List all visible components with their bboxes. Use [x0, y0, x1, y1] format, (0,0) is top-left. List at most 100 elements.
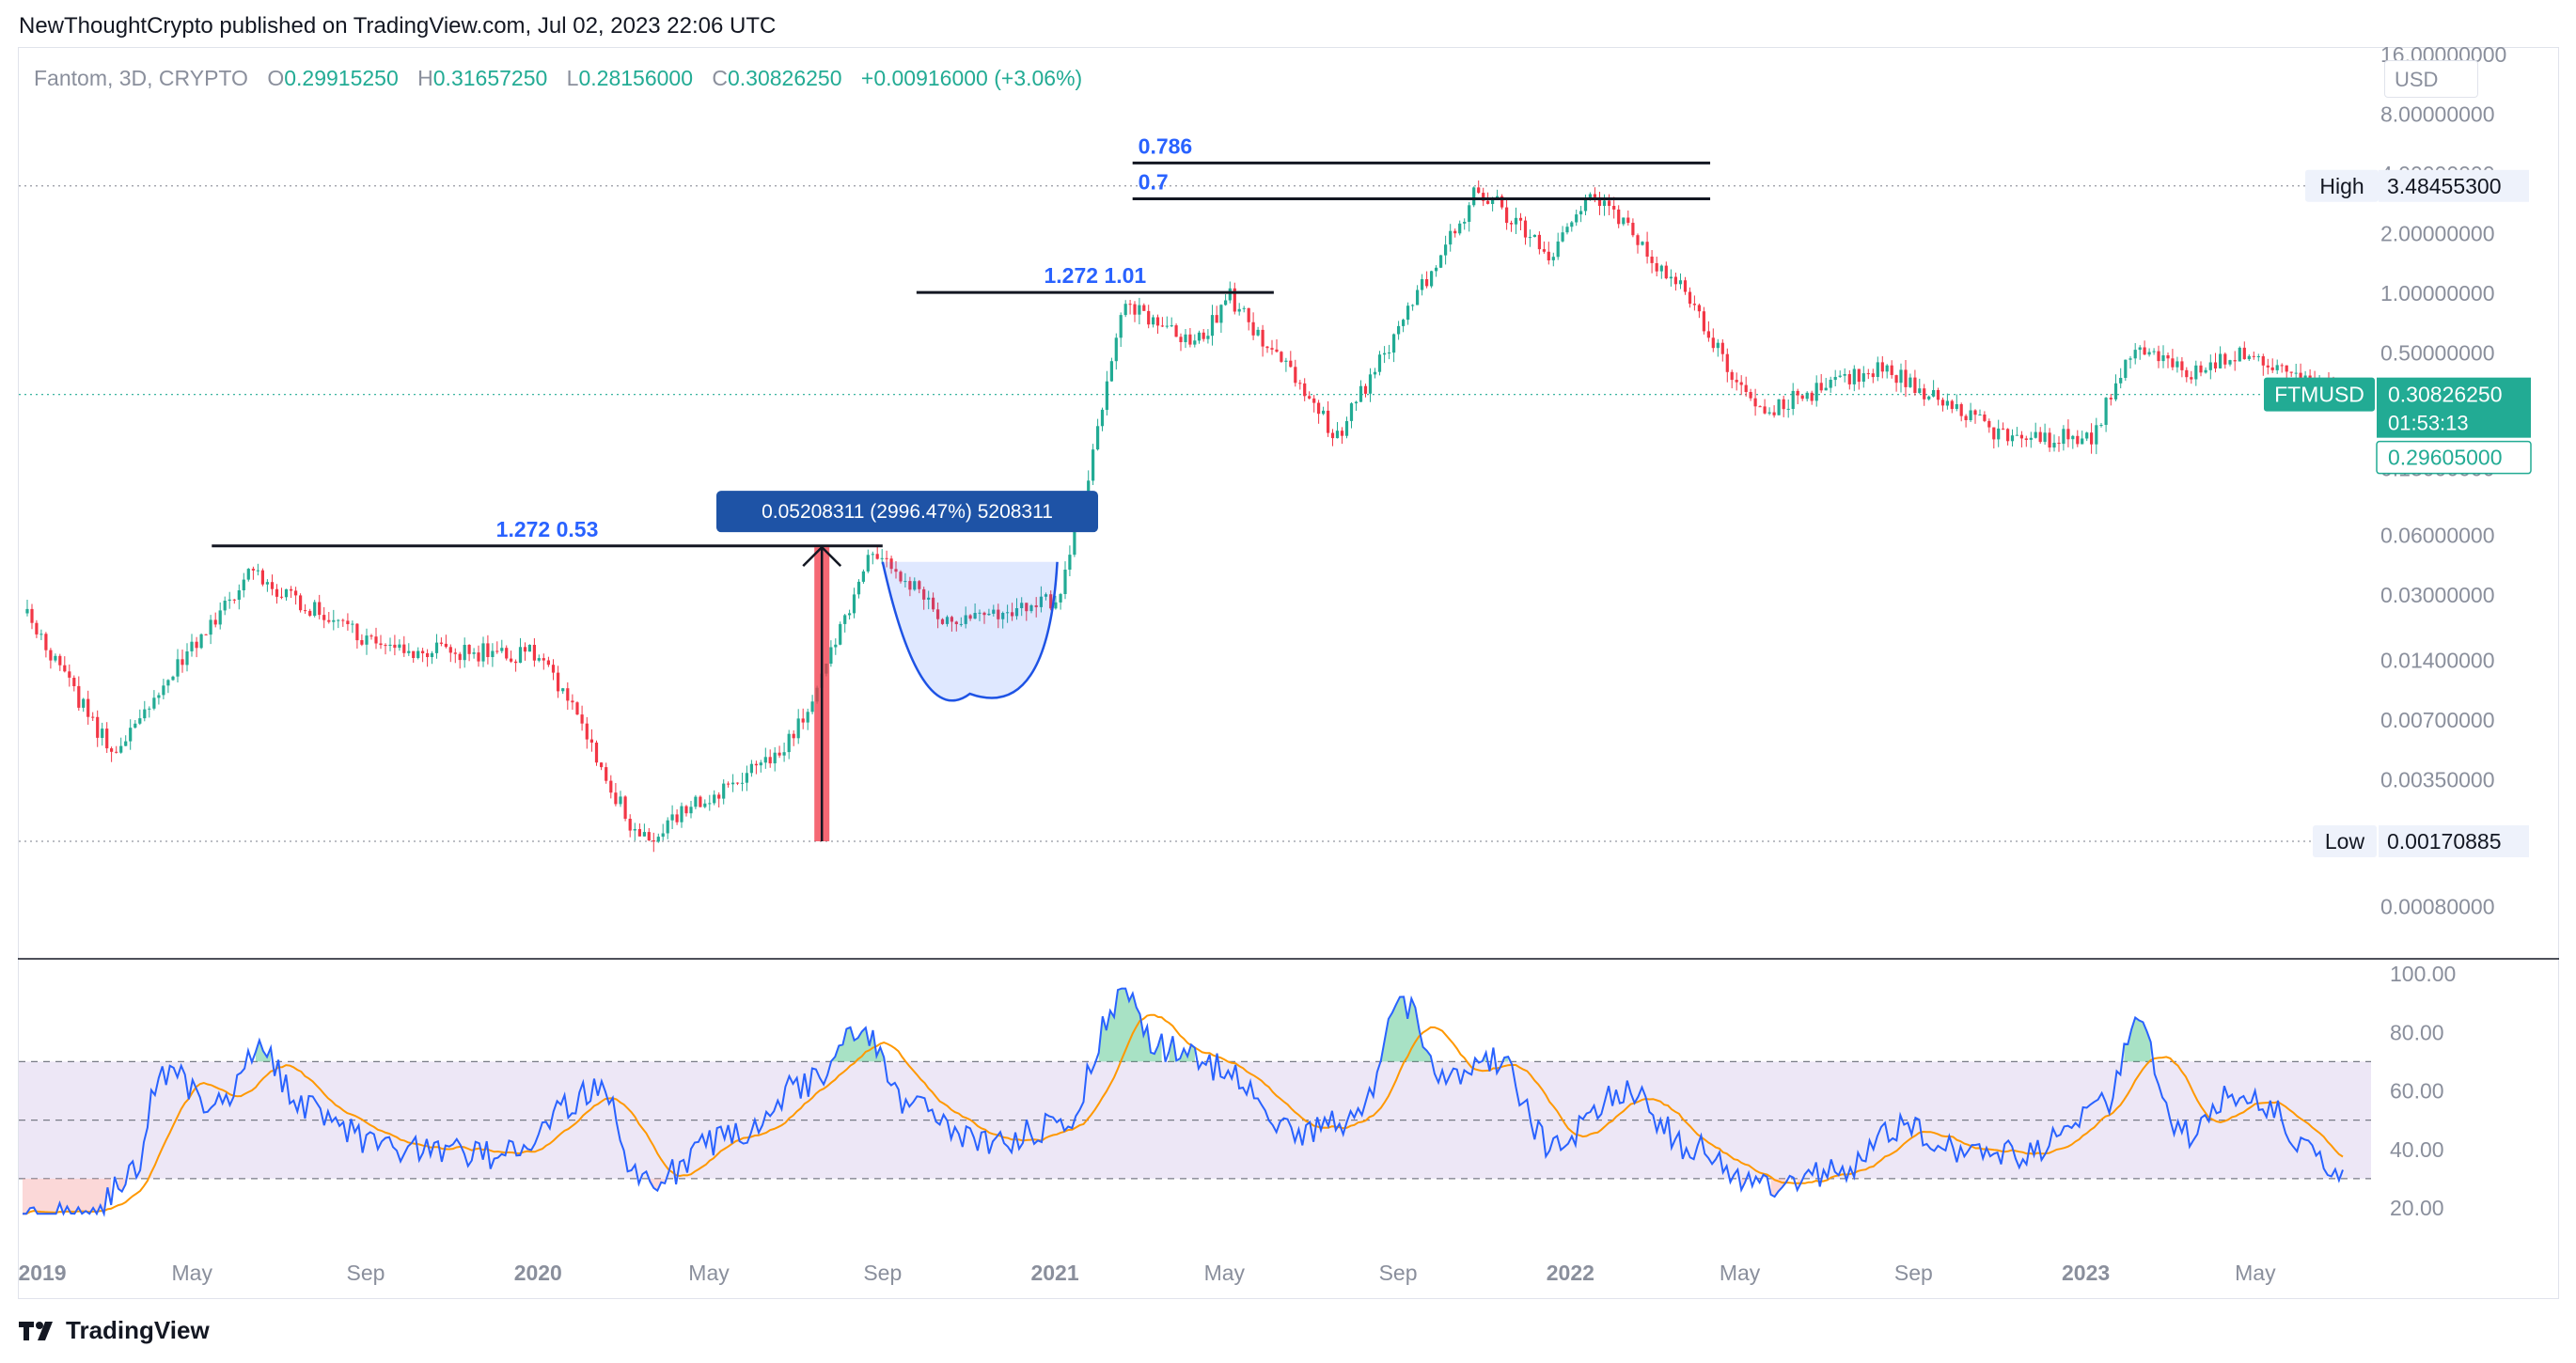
- candle-up: [964, 615, 967, 624]
- candle-up: [518, 647, 523, 664]
- candle-up: [1087, 480, 1091, 500]
- candle-down: [1509, 223, 1514, 225]
- candle-up: [740, 782, 745, 784]
- candle-up: [2095, 425, 2098, 445]
- candle-up: [284, 588, 289, 598]
- candle-up: [722, 783, 726, 799]
- candle-down: [1730, 371, 1734, 381]
- candle-down: [580, 714, 584, 724]
- candle-up: [1322, 410, 1326, 415]
- candle-down: [115, 751, 118, 753]
- candle-down: [2199, 365, 2203, 373]
- candle-up: [2161, 355, 2165, 362]
- candle-down: [346, 620, 350, 624]
- candle-down: [609, 780, 613, 793]
- candle-down: [1251, 321, 1255, 336]
- candle-down: [1486, 200, 1490, 204]
- candle-up: [1899, 369, 1903, 384]
- candle-down: [1936, 390, 1940, 400]
- candle-up: [527, 645, 531, 652]
- candle-down: [1655, 263, 1658, 272]
- candle-up: [1843, 374, 1846, 376]
- candle-down: [1880, 362, 1884, 372]
- candle-down: [453, 652, 457, 654]
- candle-up: [1284, 360, 1288, 362]
- candle-down: [997, 609, 1000, 619]
- tradingview-logo[interactable]: TradingView: [19, 1316, 210, 1345]
- close-label: C: [712, 66, 728, 90]
- low-value: 0.00170885: [2387, 829, 2502, 854]
- candle-up: [256, 570, 259, 572]
- candle-up: [927, 597, 931, 600]
- candle-up: [2194, 365, 2198, 380]
- candle-up: [782, 752, 786, 756]
- candle-up: [745, 773, 748, 783]
- candle-down: [1782, 399, 1785, 410]
- candle-down: [2285, 365, 2288, 372]
- candle-up: [119, 745, 123, 753]
- candle-down: [448, 647, 452, 653]
- candle-up: [2228, 360, 2232, 365]
- high-label: H: [417, 66, 433, 90]
- candle-up: [1388, 352, 1391, 353]
- candle-down: [2090, 432, 2094, 445]
- candle-up: [500, 648, 504, 651]
- candle-down: [341, 619, 345, 621]
- measure-arrow-head: [802, 545, 842, 568]
- candle-up: [1170, 325, 1173, 327]
- candle-down: [1772, 412, 1776, 415]
- rsi-pane: [19, 987, 2371, 1217]
- time-axis-tick: May: [1720, 1261, 1761, 1285]
- time-axis-tick: Sep: [347, 1261, 385, 1285]
- candle-up: [1242, 307, 1246, 309]
- candle-up: [1406, 306, 1410, 321]
- candle-up: [54, 655, 57, 661]
- candle-down: [304, 610, 307, 612]
- candle-down: [30, 608, 34, 623]
- candle-up: [265, 582, 269, 585]
- candle-up: [1791, 390, 1795, 409]
- candle-down: [421, 650, 425, 653]
- bar-countdown: 01:53:13: [2388, 412, 2469, 435]
- candle-down: [1692, 304, 1696, 306]
- candle-up: [619, 796, 622, 805]
- candle-up: [2099, 425, 2103, 426]
- candle-down: [439, 642, 443, 644]
- candle-up: [2085, 432, 2089, 439]
- candle-up: [2138, 347, 2142, 351]
- candle-up: [1073, 525, 1076, 556]
- candle-down: [1758, 406, 1762, 408]
- candle-up: [1491, 197, 1495, 204]
- candle-down: [1270, 348, 1274, 350]
- candle-down: [1247, 307, 1250, 322]
- candle-up: [237, 590, 241, 600]
- tradingview-logo-icon: [19, 1321, 53, 1340]
- candle-down: [889, 558, 893, 570]
- open-label: O: [267, 66, 285, 90]
- candle-down: [932, 597, 935, 610]
- candle-up: [2303, 375, 2307, 380]
- candle-down: [360, 640, 364, 645]
- candle-down: [1049, 594, 1053, 609]
- candle-up: [1421, 279, 1424, 290]
- candle-up: [365, 635, 369, 645]
- candle-down: [1987, 420, 1991, 428]
- candle-down: [72, 678, 76, 686]
- candle-up: [2133, 350, 2137, 359]
- candle-up: [129, 728, 133, 742]
- candle-down: [444, 643, 448, 648]
- candle-down: [1034, 605, 1038, 607]
- candle-down: [1950, 400, 1954, 410]
- candle-down: [275, 588, 279, 597]
- currency-badge[interactable]: USD: [2384, 60, 2478, 98]
- time-axis-tick: 2023: [2062, 1261, 2110, 1285]
- candle-down: [600, 762, 604, 768]
- candle-up: [713, 794, 716, 804]
- candle-down: [299, 595, 303, 611]
- candle-up: [1020, 603, 1024, 608]
- candle-down: [1683, 280, 1688, 292]
- candle-down: [1308, 396, 1312, 399]
- time-axis-tick: May: [688, 1261, 730, 1285]
- candle-up: [1463, 222, 1467, 224]
